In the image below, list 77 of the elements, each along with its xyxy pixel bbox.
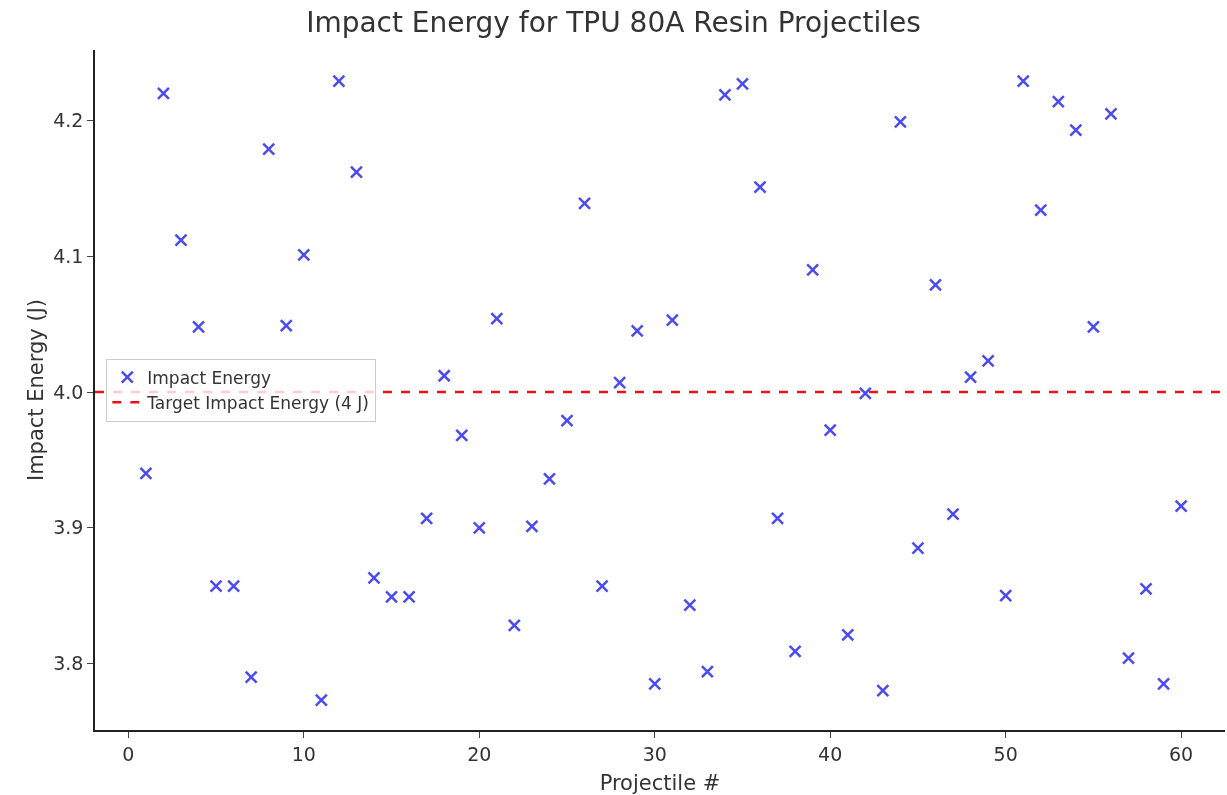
x-axis-title: Projectile # (599, 771, 721, 795)
point (454, 428, 469, 443)
point (612, 375, 627, 390)
x-tick-label: 60 (1169, 742, 1194, 765)
point (402, 590, 416, 604)
point (139, 466, 153, 481)
point (1121, 651, 1136, 665)
point (472, 521, 487, 535)
point (507, 618, 522, 633)
point (595, 579, 609, 593)
point (630, 324, 644, 338)
point (279, 318, 294, 333)
point (735, 77, 750, 91)
point (560, 413, 574, 428)
point (998, 588, 1013, 603)
point (1139, 582, 1153, 596)
point (770, 511, 785, 526)
point (1016, 74, 1030, 88)
point (332, 74, 346, 88)
y-tick-label: 4.0 (53, 380, 84, 403)
point (963, 370, 978, 384)
point (226, 579, 241, 593)
legend-label: Impact Energy (147, 367, 272, 388)
point (244, 670, 258, 684)
point (823, 423, 837, 437)
point (665, 313, 680, 327)
point (1174, 499, 1188, 513)
point (928, 278, 943, 292)
point (314, 693, 329, 707)
x-tick-label: 30 (642, 742, 667, 765)
point (805, 263, 820, 277)
point (525, 519, 539, 534)
point (1051, 94, 1066, 109)
point (1156, 677, 1171, 691)
point (1069, 123, 1083, 137)
point (542, 472, 557, 486)
point (893, 115, 908, 129)
point (1086, 320, 1101, 334)
y-tick-label: 3.8 (53, 652, 84, 675)
point (174, 233, 188, 247)
point (718, 88, 732, 102)
point (946, 507, 960, 521)
point (209, 579, 223, 593)
point (753, 180, 767, 194)
x-tick-label: 0 (122, 742, 135, 765)
point (683, 598, 697, 612)
point (437, 369, 451, 383)
point (297, 248, 311, 262)
point (700, 664, 715, 679)
point (156, 86, 171, 101)
x-tick-label: 20 (467, 742, 492, 765)
chart-title: Impact Energy for TPU 80A Resin Projectiles (306, 5, 921, 39)
point (981, 354, 995, 368)
point (1034, 203, 1048, 217)
point (647, 677, 662, 691)
x-tick-label: 10 (291, 742, 316, 765)
point (419, 511, 434, 526)
point (261, 142, 276, 156)
y-tick-label: 3.9 (53, 516, 84, 539)
x-tick-label: 50 (993, 742, 1018, 765)
ref-line-label: Target Impact Energy (4 J) (146, 392, 369, 413)
point (349, 165, 364, 179)
point (384, 590, 399, 604)
point (367, 571, 381, 585)
y-tick-label: 4.1 (53, 244, 84, 267)
point (911, 541, 925, 555)
point (191, 320, 206, 334)
x-tick-label: 40 (818, 742, 843, 765)
y-tick-label: 4.2 (53, 109, 84, 132)
point (1104, 107, 1118, 121)
point (841, 628, 855, 642)
point (876, 683, 890, 698)
point (788, 644, 802, 659)
point (490, 311, 504, 326)
y-axis-title: Impact Energy (J) (23, 298, 48, 482)
point (577, 196, 592, 211)
point (858, 386, 873, 401)
